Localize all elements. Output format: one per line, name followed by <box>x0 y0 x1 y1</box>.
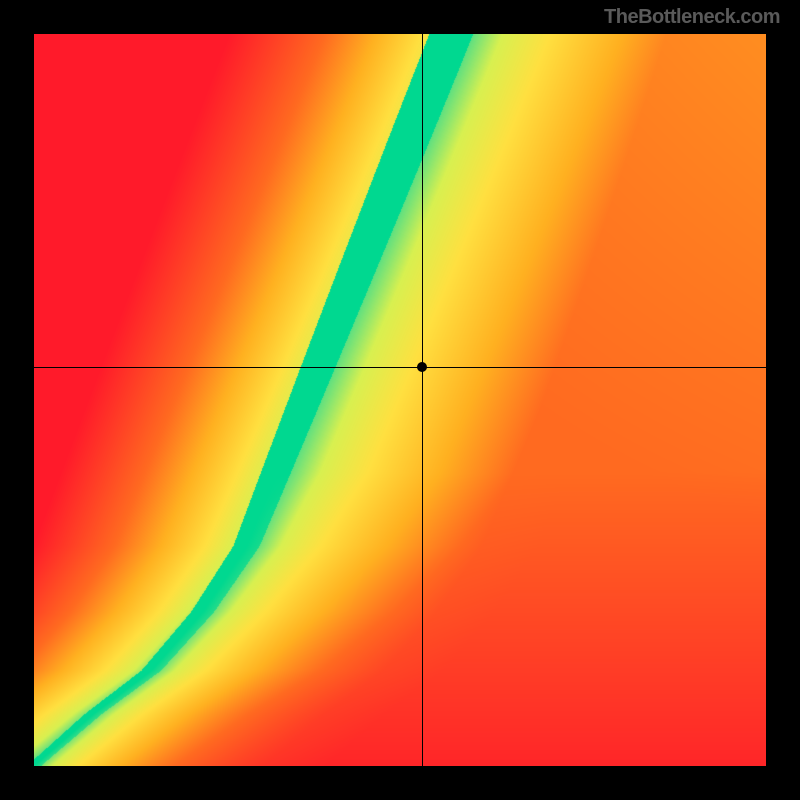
heatmap-plot <box>34 34 766 766</box>
watermark-text: TheBottleneck.com <box>604 6 780 29</box>
crosshair-horizontal <box>34 367 766 368</box>
crosshair-vertical <box>422 34 423 766</box>
crosshair-point <box>417 362 427 372</box>
heatmap-canvas <box>34 34 766 766</box>
